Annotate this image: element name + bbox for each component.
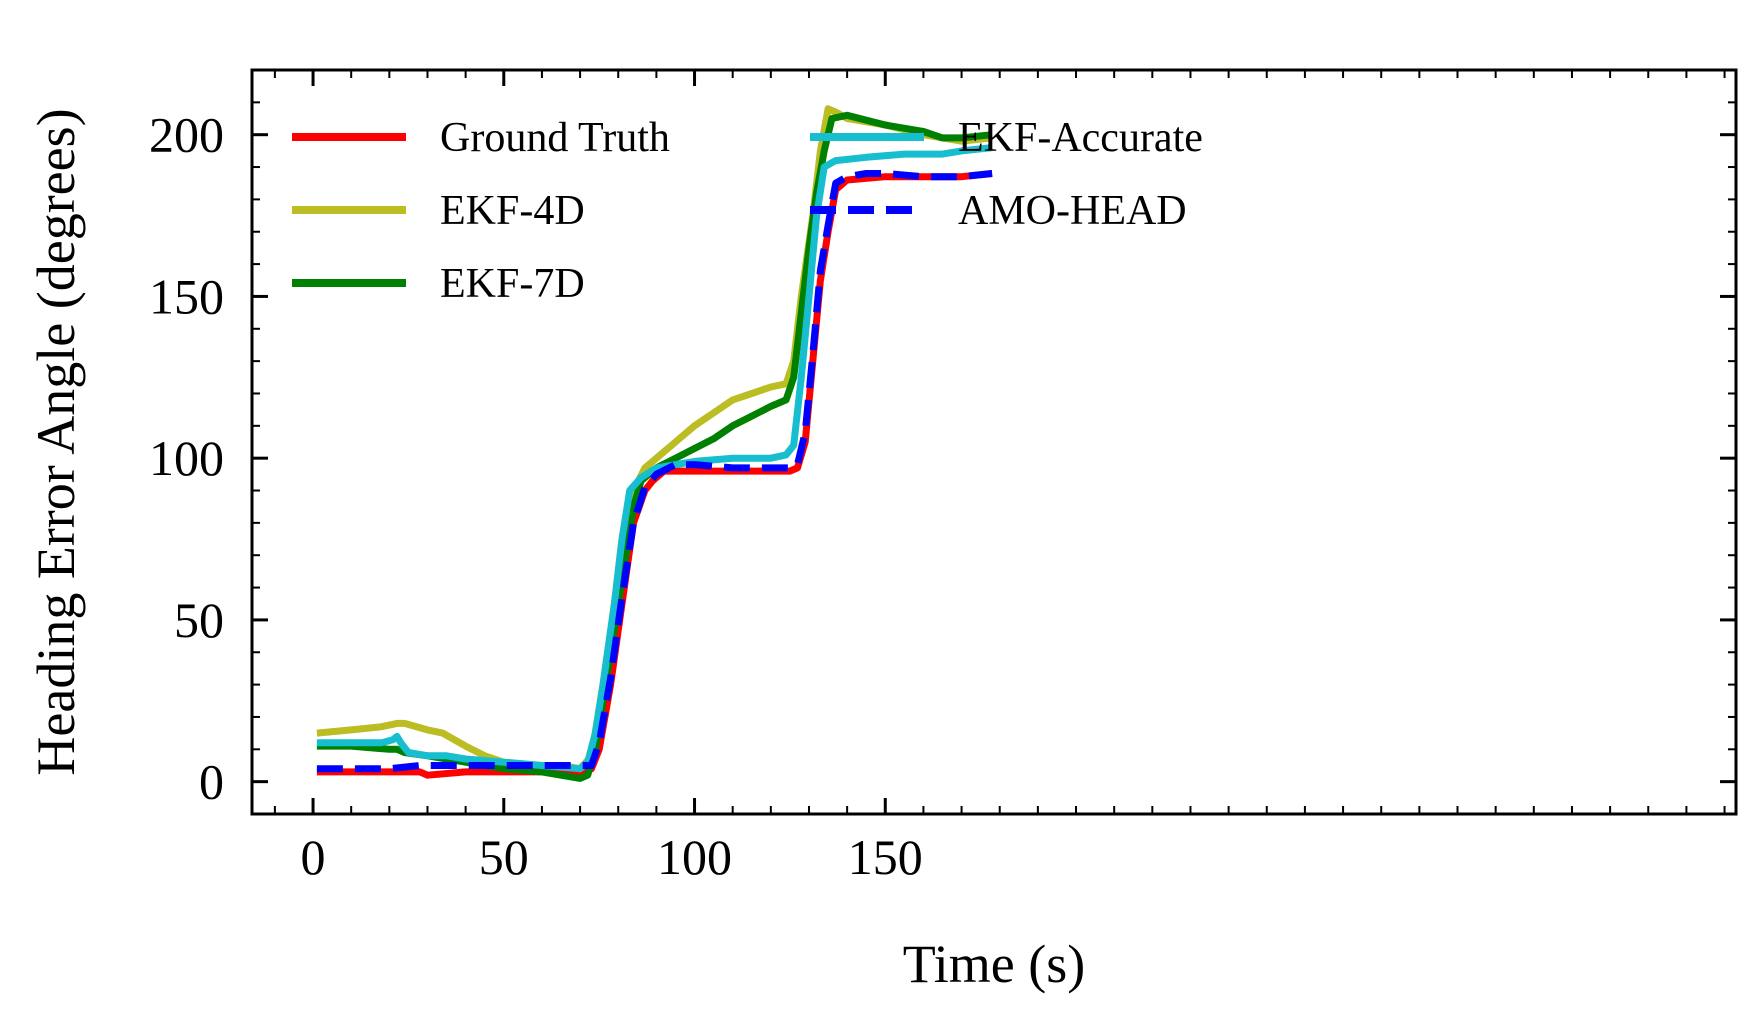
legend-entry-ground-truth: Ground Truth [292, 115, 670, 161]
legend-label: Ground Truth [440, 115, 670, 161]
legend-entry-ekf-7d: EKF-7D [292, 261, 585, 307]
x-tick-label: 0 [301, 829, 326, 885]
x-axis-title: Time (s) [903, 934, 1086, 994]
y-tick-label: 50 [174, 592, 224, 648]
tick-labels-layer: 0 50 100 150 0 50 100 150 200 [149, 107, 923, 885]
x-tick-label: 150 [848, 829, 923, 885]
plot-area [250, 68, 1738, 816]
legend: Ground Truth EKF-4D EKF-7D EKF-Accurate AMO-… [292, 115, 1203, 307]
legend-label: AMO-HEAD [958, 188, 1187, 234]
y-tick-label: 100 [149, 430, 224, 486]
y-tick-label: 0 [199, 754, 224, 810]
y-tick-label: 150 [149, 268, 224, 324]
legend-label: EKF-Accurate [958, 115, 1203, 161]
series-layer [316, 105, 993, 782]
series-line-ekf-accurate [316, 144, 993, 773]
series-line-amo-head [316, 170, 993, 773]
series-line-ekf-7d [316, 111, 993, 782]
x-tick-label: 50 [479, 829, 529, 885]
legend-entry-ekf-4d: EKF-4D [292, 188, 585, 234]
x-tick-label: 100 [657, 829, 732, 885]
legend-entry-amo-head: AMO-HEAD [810, 188, 1187, 234]
y-axis-title: Heading Error Angle (degrees) [26, 108, 86, 775]
legend-entry-ekf-accurate: EKF-Accurate [810, 115, 1203, 161]
legend-label: EKF-4D [440, 188, 585, 234]
series-line-ekf-4d [316, 105, 993, 773]
y-tick-label: 200 [149, 107, 224, 163]
axes-frame [250, 68, 1738, 816]
legend-label: EKF-7D [440, 261, 585, 307]
ticks-layer [252, 69, 1736, 815]
